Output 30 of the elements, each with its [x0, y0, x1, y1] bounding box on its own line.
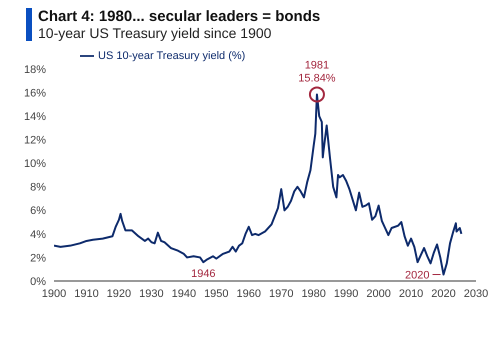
y-tick-label: 12%: [24, 134, 46, 147]
x-tick-label: 2020: [431, 288, 456, 300]
x-tick-label: 1900: [42, 288, 66, 300]
y-tick-label: 4%: [30, 228, 46, 241]
y-tick-label: 6%: [30, 205, 46, 218]
x-tick-label: 1920: [106, 288, 132, 300]
annotation: 1946: [191, 268, 216, 280]
x-tick-label: 1940: [172, 288, 196, 300]
chart-title: Chart 4: 1980... secular leaders = bonds: [38, 8, 320, 25]
x-tick-label: 2000: [366, 288, 391, 300]
y-tick-label: 14%: [24, 111, 46, 124]
y-tick-label: 2%: [30, 252, 46, 264]
annotation: 2020: [405, 270, 430, 282]
x-tick-label: 1970: [268, 288, 294, 300]
y-tick-label: 16%: [24, 87, 46, 100]
x-tick-label: 2030: [464, 288, 488, 300]
x-tick-label: 1960: [236, 288, 262, 300]
x-tick-label: 1980: [301, 288, 326, 300]
x-tick-label: 1950: [204, 288, 229, 300]
y-tick-label: 18%: [24, 64, 46, 76]
x-tick-label: 1910: [74, 288, 99, 300]
x-tick-label: 2010: [398, 288, 424, 300]
annotation: 1981 15.84%: [298, 59, 336, 84]
y-tick-label: 8%: [30, 182, 46, 194]
chart-subtitle: 10-year US Treasury yield since 1900: [38, 25, 272, 41]
y-tick-label: 10%: [24, 158, 46, 170]
y-tick-label: 0%: [30, 276, 46, 288]
legend-label: US 10-year Treasury yield (%): [98, 50, 246, 62]
x-tick-label: 1990: [334, 288, 358, 300]
x-tick-label: 1930: [139, 288, 164, 300]
